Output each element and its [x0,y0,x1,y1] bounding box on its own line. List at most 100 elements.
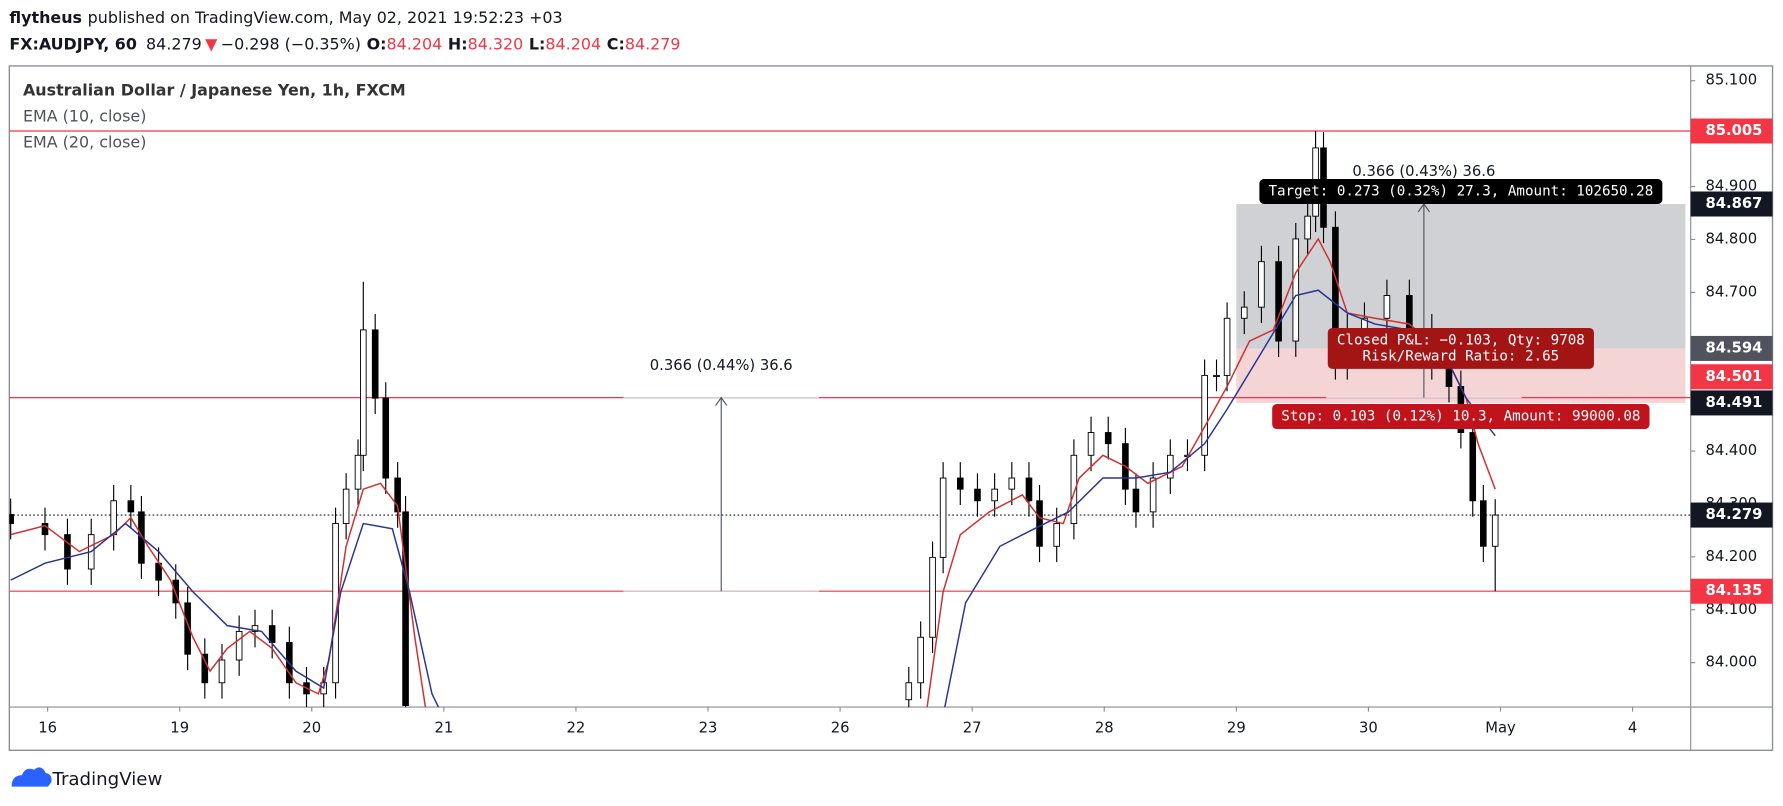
ohlc-key: O: [367,34,387,53]
x-tick-label: 29 [1227,720,1246,737]
stop-label-text: Stop: 0.103 (0.12%) 10.3, Amount: 99000.… [1281,409,1640,425]
stop-label-box [1272,404,1650,430]
candle-body [1008,477,1016,490]
price-badge [1690,578,1773,604]
chart-title: Australian Dollar / Japanese Yen, 1h, FX… [23,80,406,99]
x-tick-label: 26 [831,720,850,737]
legend-entry[interactable]: EMA (20, close) [23,133,146,152]
profit-zone [1236,204,1686,349]
candle-body [939,477,947,558]
pnl-label-text: Closed P&L: −0.103, Qty: 9708 [1337,332,1585,348]
quote-line: FX:AUDJPY, 60 84.279 ▼ −0.298 (−0.35%) O:84.… [9,34,680,53]
symbol: FX:AUDJPY, 60 [9,34,137,53]
x-tick-label: May [1485,720,1516,737]
publish-line: flytheus published on TradingView.com, Ma… [9,8,562,27]
candle-body [342,488,350,524]
candle-body [1275,261,1282,342]
price-badge [1690,191,1773,217]
candle-body [64,534,71,570]
brand: TradingView [52,769,163,790]
candle-body [1036,500,1043,547]
candle-body [235,630,243,661]
x-tick-label: 28 [1095,720,1114,737]
published-info: published on TradingView.com, May 02, 20… [88,8,563,27]
candle-body [1304,215,1311,240]
price-badge-label: 84.867 [1705,195,1762,212]
candle-body [127,500,135,513]
candle-body [1223,317,1231,376]
target-label-text: Target: 0.273 (0.32%) 27.3, Amount: 1026… [1268,184,1653,200]
ema-line [10,522,440,708]
change: −0.298 (−0.35%) [221,34,361,53]
price-badge-label: 84.279 [1705,506,1762,523]
candle-body [371,329,379,399]
ohlc-value: 84.204 [387,34,443,53]
candle-body [1292,238,1300,342]
price-badge [1690,364,1773,390]
x-tick-label: 21 [434,720,453,737]
y-tick-label: 84.000 [1705,654,1757,671]
candle-body [917,636,924,684]
price-badge-label: 84.491 [1705,394,1762,411]
candle-body [1383,295,1391,319]
x-tick-label: 22 [567,720,586,737]
candle-body [382,397,390,479]
price-badge [1690,118,1773,144]
candle-body [929,556,936,638]
measure-label: 0.366 (0.43%) 36.6 [1352,163,1495,180]
candle-body [1491,514,1499,547]
candle-body [1104,432,1112,445]
candle-body [905,682,913,701]
candle-body [251,625,259,632]
candle-body [268,625,276,644]
candle-body [1469,432,1477,502]
ohlc-value: 84.279 [625,34,681,53]
x-tick-label: 30 [1359,720,1378,737]
pnl-label: Closed P&L: −0.103, Qty: 9708Risk/Reward… [1327,327,1594,369]
stop-label: Stop: 0.103 (0.12%) 10.3, Amount: 99000.… [1272,404,1650,430]
y-tick-label: 84.700 [1705,283,1757,300]
candle-body [354,454,362,490]
ohlc-value: 84.204 [545,34,601,53]
candle-body [1149,477,1157,513]
x-tick-label: 4 [1628,720,1637,737]
y-tick-label: 85.100 [1705,72,1757,89]
candle-body [360,329,367,456]
candle-body [1201,374,1208,456]
candle-body [1213,374,1220,377]
candle-body [1240,306,1248,319]
candle-body [218,659,226,684]
arrow-head [715,396,728,406]
y-tick-label: 84.100 [1705,601,1757,618]
candle-body [110,500,117,536]
price-badge [1690,502,1773,528]
x-tick-label: 23 [699,720,718,737]
candle-body [1070,454,1078,524]
candle-body [394,477,401,513]
logo[interactable]: TradingView [11,767,163,790]
measure-label: 0.366 (0.44%) 36.6 [650,357,793,374]
candle-body [184,602,191,655]
pnl-label-text: Risk/Reward Ratio: 2.65 [1363,348,1560,364]
candle-body [1025,477,1033,502]
ema-line [926,237,1496,708]
candle-body [974,488,981,502]
price-badge-label: 84.594 [1705,339,1762,356]
ohlc-key: L: [529,34,546,53]
x-tick-label: 27 [963,720,982,737]
y-tick-label: 84.200 [1705,548,1757,565]
x-tick-label: 19 [170,720,189,737]
legend-entry[interactable]: EMA (10, close) [23,107,146,126]
price-badge [1690,390,1773,416]
candle-body [41,523,49,536]
y-tick-label: 84.900 [1705,178,1757,195]
direction: ▼ [205,34,218,53]
target-label-box [1259,178,1663,205]
logo-icon [11,767,52,787]
candle-body [172,579,180,604]
y-tick-label: 84.400 [1705,442,1757,459]
author: flytheus [9,8,82,27]
ohlc-key: H: [448,34,468,53]
